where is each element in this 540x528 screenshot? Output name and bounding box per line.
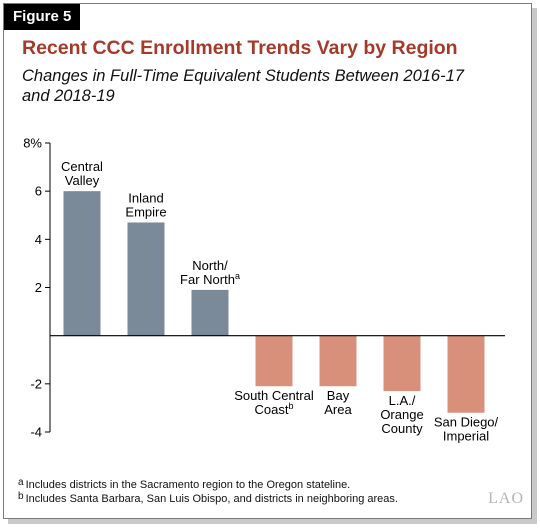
- footnote-marker: a: [235, 271, 240, 281]
- footnote-b-text: Includes Santa Barbara, San Luis Obispo,…: [25, 493, 398, 505]
- category-label: Far Northa: [180, 271, 240, 287]
- category-label: Area: [324, 402, 352, 417]
- y-tick-label: -4: [30, 425, 42, 440]
- category-label: North/: [192, 258, 228, 273]
- category-label: South Central: [234, 388, 314, 403]
- footnote-a: a Includes districts in the Sacramento re…: [18, 477, 350, 491]
- y-tick-label: -2: [30, 376, 42, 391]
- category-label: Valley: [65, 173, 100, 188]
- bar: [191, 289, 229, 336]
- footnote-marker: b: [288, 401, 293, 411]
- category-label: Inland: [128, 190, 163, 205]
- chart-title: Recent CCC Enrollment Trends Vary by Reg…: [22, 37, 458, 59]
- category-label: Orange: [380, 407, 423, 422]
- category-label: Bay: [327, 388, 350, 403]
- category-label: Imperial: [443, 429, 489, 444]
- footnote-a-text: Includes districts in the Sacramento reg…: [25, 479, 351, 491]
- category-label: Empire: [125, 204, 166, 219]
- chart-subtitle: Changes in Full-Time Equivalent Students…: [22, 67, 464, 105]
- bar: [255, 335, 293, 387]
- bar: [383, 335, 421, 392]
- bar: [447, 335, 485, 413]
- y-tick-label: 4: [35, 232, 42, 247]
- category-label: San Diego/: [434, 415, 499, 430]
- bar: [63, 191, 101, 336]
- footnote-a-mark: a: [18, 477, 24, 488]
- category-label: Coastb: [255, 401, 294, 417]
- y-tick-label: 6: [35, 184, 42, 199]
- figure-label: Figure 5: [4, 4, 80, 30]
- category-label: L.A./: [389, 393, 416, 408]
- bar: [127, 222, 165, 336]
- y-tick-label: 8%: [23, 136, 42, 151]
- y-tick-label: 2: [35, 280, 42, 295]
- category-label: Central: [61, 159, 103, 174]
- bar: [319, 335, 357, 387]
- footnote-b-mark: b: [18, 491, 24, 502]
- footnote-b: b Includes Santa Barbara, San Luis Obispo…: [18, 491, 398, 505]
- category-label: County: [381, 421, 423, 436]
- lao-logo: LAO: [488, 490, 524, 507]
